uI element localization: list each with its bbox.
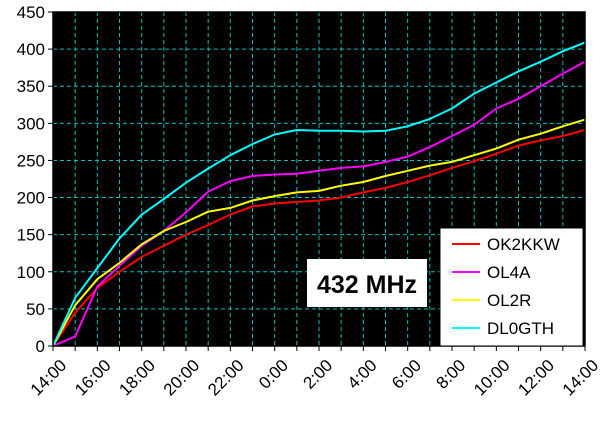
y-tick-label: 150 <box>17 226 45 245</box>
y-tick-label: 50 <box>26 300 45 319</box>
series-line-ok2kkw <box>52 129 586 347</box>
x-tick-label: 2:00 <box>299 356 336 393</box>
x-tick-label: 10:00 <box>470 356 514 400</box>
x-tick-label: 8:00 <box>432 356 469 393</box>
x-tick-label: 18:00 <box>115 356 159 400</box>
series-lines <box>52 41 586 347</box>
series-line-dl0gth <box>52 41 586 347</box>
x-tick-label: 20:00 <box>160 356 204 400</box>
annotation-label: 432 MHz <box>317 271 417 299</box>
series-line-ol2r <box>52 118 586 347</box>
legend-label: DL0GTH <box>487 319 554 338</box>
y-tick-label: 300 <box>17 114 45 133</box>
y-tick-label: 350 <box>17 77 45 96</box>
legend: OK2KKW OL4A OL2R DL0GTH <box>439 227 584 347</box>
y-tick-labels: 0 50 100 150 200 250 300 350 400 450 <box>17 3 45 356</box>
y-tick-label: 400 <box>17 40 45 59</box>
series-line-ol4a <box>52 60 586 347</box>
legend-label: OK2KKW <box>487 235 560 254</box>
legend-box <box>439 227 584 347</box>
plot-border <box>52 11 586 347</box>
x-tick-label: 14:00 <box>559 356 603 400</box>
y-tick-label: 450 <box>17 3 45 22</box>
y-tick-label: 200 <box>17 189 45 208</box>
y-tick-label: 250 <box>17 151 45 170</box>
x-tick-label: 12:00 <box>514 356 558 400</box>
x-tick-labels: 14:00 16:00 18:00 20:00 22:00 0:00 2:00 4:00 6:0… <box>27 356 603 400</box>
y-tick-label: 100 <box>17 263 45 282</box>
x-tick-label: 0:00 <box>255 356 292 393</box>
x-tick-label: 14:00 <box>27 356 71 400</box>
legend-label: OL2R <box>487 291 531 310</box>
y-tick-label: 0 <box>36 337 45 356</box>
legend-label: OL4A <box>487 263 531 282</box>
x-tick-label: 6:00 <box>388 356 425 393</box>
annotation-box <box>307 259 427 307</box>
x-tick-label: 4:00 <box>344 356 381 393</box>
x-tick-label: 16:00 <box>71 356 115 400</box>
x-tick-label: 22:00 <box>204 356 248 400</box>
